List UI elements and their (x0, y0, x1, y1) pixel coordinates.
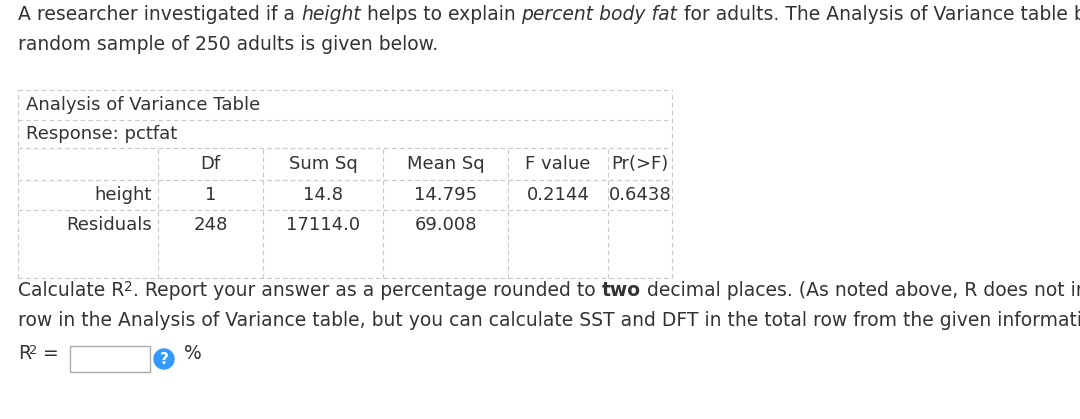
Text: for adults. The Analysis of Variance table based on a: for adults. The Analysis of Variance tab… (677, 5, 1080, 24)
Text: R: R (18, 344, 31, 363)
Text: row in the Analysis of Variance table, but you can calculate SST and DFT in the : row in the Analysis of Variance table, b… (18, 311, 1080, 330)
Text: 17114.0: 17114.0 (286, 216, 360, 234)
Text: 0.2144: 0.2144 (527, 186, 590, 204)
Text: height: height (301, 5, 361, 24)
Text: Residuals: Residuals (66, 216, 152, 234)
Text: A researcher investigated if a: A researcher investigated if a (18, 5, 301, 24)
Text: 2: 2 (124, 280, 133, 294)
Text: height: height (95, 186, 152, 204)
Text: Calculate R: Calculate R (18, 281, 124, 300)
Text: Response: pctfat: Response: pctfat (26, 125, 177, 143)
Text: . Report your answer as a percentage rounded to: . Report your answer as a percentage rou… (133, 281, 602, 300)
Text: decimal places. (As noted above, R does not include a “total”: decimal places. (As noted above, R does … (640, 281, 1080, 300)
Text: %: % (184, 344, 202, 363)
Text: Df: Df (201, 155, 220, 173)
Text: 14.795: 14.795 (414, 186, 477, 204)
Text: 0.6438: 0.6438 (609, 186, 672, 204)
Circle shape (154, 349, 174, 369)
Text: 69.008: 69.008 (415, 216, 476, 234)
Text: 2: 2 (29, 344, 38, 357)
Text: =: = (37, 344, 58, 363)
Text: Sum Sq: Sum Sq (288, 155, 357, 173)
Text: helps to explain: helps to explain (361, 5, 522, 24)
Text: Analysis of Variance Table: Analysis of Variance Table (26, 96, 260, 114)
Bar (70, 346, 150, 372)
Text: Pr(>F): Pr(>F) (611, 155, 669, 173)
Text: 14.8: 14.8 (303, 186, 343, 204)
Text: ?: ? (160, 352, 168, 367)
Text: 248: 248 (193, 216, 228, 234)
Text: two: two (602, 281, 640, 300)
Text: 1: 1 (205, 186, 216, 204)
Text: percent body fat: percent body fat (522, 5, 677, 24)
Text: Mean Sq: Mean Sq (407, 155, 484, 173)
Text: random sample of 250 adults is given below.: random sample of 250 adults is given bel… (18, 35, 438, 54)
Text: F value: F value (525, 155, 591, 173)
